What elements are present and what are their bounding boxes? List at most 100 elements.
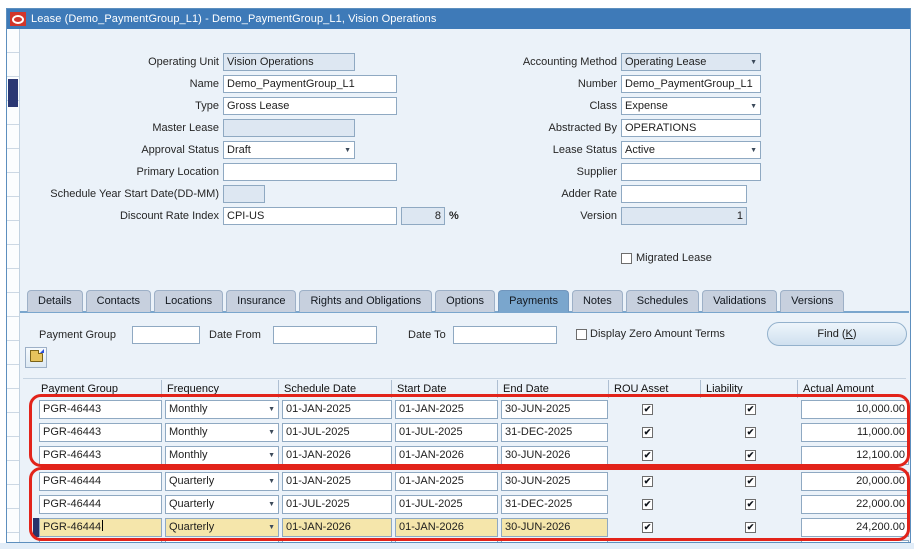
payment-group-cell[interactable]: PGR-46443	[39, 446, 162, 465]
number-field[interactable]: Demo_PaymentGroup_L1	[621, 75, 761, 93]
supplier-field[interactable]	[621, 163, 761, 181]
tab-insurance[interactable]: Insurance	[226, 290, 297, 312]
text-cursor	[102, 520, 104, 531]
date-from-input[interactable]	[273, 326, 377, 344]
field-label-primary-location: Primary Location	[136, 166, 219, 178]
end-date-cell[interactable]: 30-JUN-2026	[501, 518, 608, 537]
window-titlebar[interactable]: Lease (Demo_PaymentGroup_L1) - Demo_Paym…	[7, 9, 910, 29]
column-header-start-date: Start Date	[397, 383, 447, 395]
adder-rate-field[interactable]	[621, 185, 747, 203]
frequency-select[interactable]: Quarterly ▼	[165, 495, 279, 514]
tab-schedules[interactable]: Schedules	[625, 290, 700, 312]
liability-checkbox[interactable]	[745, 476, 756, 487]
chevron-down-icon: ▼	[268, 501, 275, 508]
actual-amount-cell[interactable]: 10,000.00	[801, 400, 909, 419]
actual-amount-cell[interactable]: 12,100.00	[801, 446, 909, 465]
discount-rate-index-field[interactable]: CPI-US	[223, 207, 397, 225]
master-lease-field[interactable]	[223, 119, 355, 137]
payment-group-cell[interactable]: PGR-46444	[39, 495, 162, 514]
tab-locations[interactable]: Locations	[154, 290, 224, 312]
field-label-supplier: Supplier	[576, 166, 617, 178]
frequency-select[interactable]: Quarterly ▼	[165, 518, 279, 537]
tab-content-border	[20, 311, 909, 313]
start-date-cell[interactable]: 01-JUL-2025	[395, 423, 498, 442]
tab-validations[interactable]: Validations	[702, 290, 778, 312]
tab-options[interactable]: Options	[435, 290, 496, 312]
left-scrollbar[interactable]	[7, 29, 20, 542]
version-field[interactable]: 1	[621, 207, 747, 225]
rou-asset-checkbox[interactable]	[642, 450, 653, 461]
start-date-cell[interactable]: 01-JAN-2025	[395, 400, 498, 419]
column-header-end-date: End Date	[503, 383, 549, 395]
field-label-accounting-method: Accounting Method	[522, 56, 617, 68]
schedule-date-cell[interactable]: 01-JUL-2025	[282, 495, 392, 514]
tab-versions[interactable]: Versions	[780, 290, 845, 312]
rou-asset-checkbox[interactable]	[642, 427, 653, 438]
accounting-method-select[interactable]: Operating Lease ▼	[621, 53, 761, 71]
frequency-select[interactable]: Monthly ▼	[165, 446, 279, 465]
liability-checkbox[interactable]	[745, 404, 756, 415]
frequency-select[interactable]: Quarterly ▼	[165, 472, 279, 491]
tab-notes[interactable]: Notes	[571, 290, 623, 312]
name-field[interactable]: Demo_PaymentGroup_L1	[223, 75, 397, 93]
tab-details[interactable]: Details	[27, 290, 83, 312]
schedule-date-cell[interactable]: 01-JAN-2025	[282, 472, 392, 491]
payment-group-cell[interactable]: PGR-46444	[39, 518, 162, 537]
schedule-year-start-field[interactable]	[223, 185, 265, 203]
primary-location-field[interactable]	[223, 163, 397, 181]
start-date-cell[interactable]: 01-JAN-2026	[395, 518, 498, 537]
class-select[interactable]: Expense ▼	[621, 97, 761, 115]
end-date-cell[interactable]: 31-DEC-2025	[501, 495, 608, 514]
start-date-cell[interactable]: 01-JAN-2025	[395, 472, 498, 491]
end-date-cell[interactable]: 30-JUN-2025	[501, 472, 608, 491]
tab-rights-and-obligations[interactable]: Rights and Obligations	[299, 290, 433, 312]
scrollbar-thumb[interactable]	[8, 79, 18, 107]
discount-rate-value-field[interactable]: 8	[401, 207, 445, 225]
schedule-date-cell[interactable]: 01-JUL-2025	[282, 423, 392, 442]
payment-group-cell[interactable]: PGR-46443	[39, 400, 162, 419]
schedule-date-cell[interactable]: 01-JAN-2026	[282, 446, 392, 465]
chevron-down-icon: ▼	[750, 59, 757, 66]
find-button[interactable]: Find (K)	[767, 322, 907, 346]
column-separator	[797, 380, 798, 398]
start-date-cell[interactable]: 01-JAN-2026	[395, 446, 498, 465]
liability-checkbox[interactable]	[745, 450, 756, 461]
tab-contacts[interactable]: Contacts	[85, 290, 152, 312]
liability-checkbox[interactable]	[745, 499, 756, 510]
payment-group-search-input[interactable]	[132, 326, 200, 344]
liability-checkbox[interactable]	[745, 522, 756, 533]
schedule-date-cell[interactable]: 01-JAN-2026	[282, 518, 392, 537]
rou-asset-checkbox[interactable]	[642, 404, 653, 415]
actual-amount-cell[interactable]: 22,000.00	[801, 495, 909, 514]
payment-group-cell[interactable]: PGR-46443	[39, 423, 162, 442]
type-field[interactable]: Gross Lease	[223, 97, 397, 115]
actual-amount-cell[interactable]: 20,000.00	[801, 472, 909, 491]
schedule-date-cell[interactable]: 01-JAN-2025	[282, 400, 392, 419]
actual-amount-cell[interactable]: 11,000.00	[801, 423, 909, 442]
migrated-lease-label: Migrated Lease	[636, 252, 712, 264]
end-date-cell[interactable]: 31-DEC-2025	[501, 423, 608, 442]
date-to-input[interactable]	[453, 326, 557, 344]
frequency-select[interactable]: Monthly ▼	[165, 423, 279, 442]
date-from-label: Date From	[209, 329, 261, 341]
display-zero-amount-checkbox[interactable]	[576, 329, 587, 340]
lease-status-select[interactable]: Active ▼	[621, 141, 761, 159]
folder-tools-button[interactable]	[25, 347, 47, 368]
operating-unit-field[interactable]: Vision Operations	[223, 53, 355, 71]
start-date-cell[interactable]: 01-JUL-2025	[395, 495, 498, 514]
end-date-cell[interactable]: 30-JUN-2026	[501, 446, 608, 465]
end-date-cell[interactable]: 30-JUN-2025	[501, 400, 608, 419]
rou-asset-checkbox[interactable]	[642, 522, 653, 533]
tab-payments[interactable]: Payments	[498, 290, 569, 312]
migrated-lease-checkbox[interactable]	[621, 253, 632, 264]
payment-group-cell[interactable]: PGR-46444	[39, 472, 162, 491]
approval-status-select[interactable]: Draft ▼	[223, 141, 355, 159]
actual-amount-cell[interactable]: 24,200.00	[801, 518, 909, 537]
window-title: Lease (Demo_PaymentGroup_L1) - Demo_Paym…	[31, 13, 437, 25]
liability-checkbox[interactable]	[745, 427, 756, 438]
rou-asset-checkbox[interactable]	[642, 476, 653, 487]
abstracted-by-field[interactable]: OPERATIONS	[621, 119, 761, 137]
frequency-select[interactable]: Monthly ▼	[165, 400, 279, 419]
field-label-approval-status: Approval Status	[141, 144, 219, 156]
rou-asset-checkbox[interactable]	[642, 499, 653, 510]
